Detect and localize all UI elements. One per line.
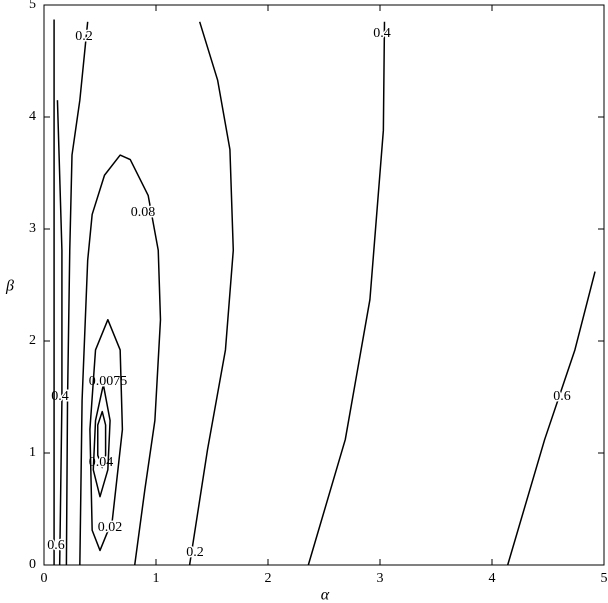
x-tick-label: 0 <box>41 571 48 586</box>
x-tick-label: 4 <box>489 571 496 586</box>
y-tick-label: 4 <box>29 109 36 124</box>
x-tick-label: 5 <box>601 571 608 586</box>
plot-frame <box>43 4 605 566</box>
y-tick-label: 2 <box>29 333 36 348</box>
contour-line <box>97 410 107 469</box>
x-tick-label: 3 <box>377 571 384 586</box>
contour-label: 0.4 <box>373 26 391 41</box>
y-axis-label: β <box>5 278 14 295</box>
contour-label: 0.6 <box>553 389 571 404</box>
contour-line <box>307 21 386 566</box>
contour-line <box>92 383 111 498</box>
contour-label: 0.2 <box>75 29 93 44</box>
y-tick-label: 0 <box>29 557 36 572</box>
contour-line <box>506 271 596 566</box>
contour-label: 0.6 <box>47 538 65 553</box>
y-tick-label: 5 <box>29 0 36 12</box>
contour-label: 0.0075 <box>89 374 128 389</box>
contour-line <box>56 100 63 566</box>
contour-label: 0.02 <box>98 520 123 535</box>
x-tick-label: 2 <box>265 571 272 586</box>
x-tick-label: 1 <box>153 571 160 586</box>
contour-label: 0.04 <box>89 455 114 470</box>
contour-line <box>89 318 124 552</box>
contour-line <box>188 21 235 566</box>
y-tick-label: 1 <box>29 445 36 460</box>
contour-label: 0.4 <box>51 389 69 404</box>
y-tick-label: 3 <box>29 221 36 236</box>
contour-line <box>65 21 89 566</box>
x-axis-label: α <box>321 587 330 603</box>
contour-label: 0.08 <box>131 205 156 220</box>
contour-line <box>79 154 162 566</box>
contour-label: 0.2 <box>186 545 204 560</box>
